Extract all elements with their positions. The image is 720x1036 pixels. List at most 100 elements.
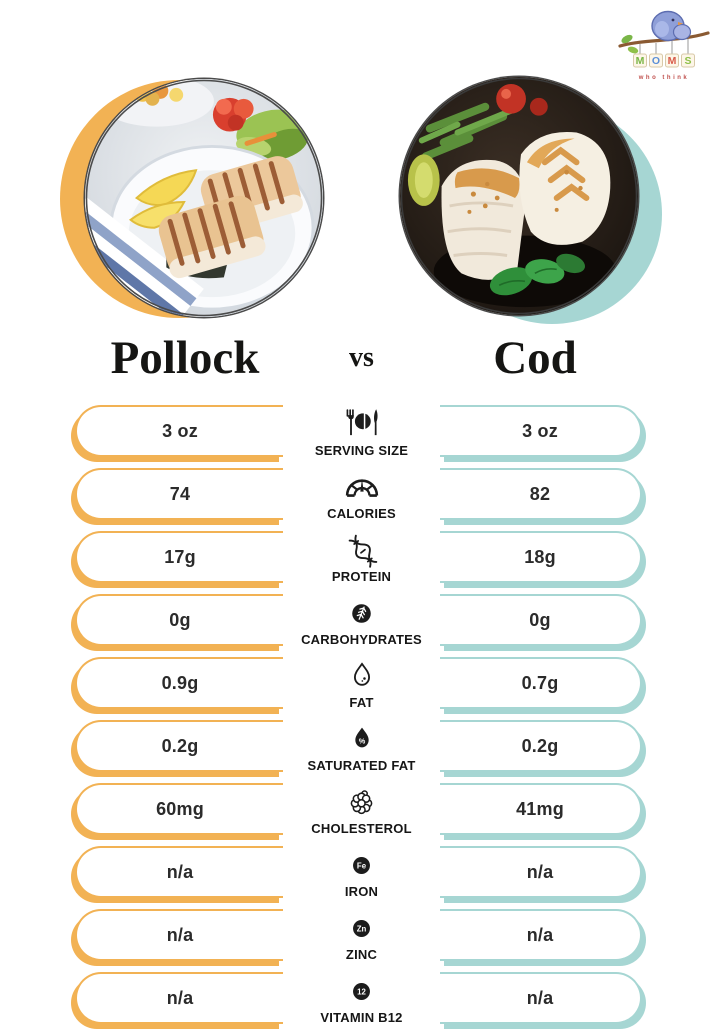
cod-value: n/a [526, 987, 554, 1008]
pollock-value: 0.2g [161, 735, 199, 756]
moms-who-think-logo: M O M S who think [616, 6, 712, 92]
cod-value-pill: n/a [440, 972, 642, 1024]
nutrient-row: 74 CALORIES 82 [0, 468, 720, 531]
nutrient-center: PROTEIN [283, 531, 440, 585]
nutrient-label: CARBOHYDRATES [301, 632, 422, 647]
comparison-table: 3 oz SERVING SIZE 3 oz 74 [0, 405, 720, 1035]
cod-value-pill: n/a [440, 909, 642, 961]
nutrient-label: IRON [344, 884, 379, 899]
nutrient-row: 17g PROTEIN 18g [0, 531, 720, 594]
nutrient-label: PROTEIN [331, 569, 392, 584]
nutrient-row: 3 oz SERVING SIZE 3 oz [0, 405, 720, 468]
cod-value: n/a [526, 924, 554, 945]
cod-value-pill: 3 oz [440, 405, 642, 457]
nutrient-center: CALORIES [283, 468, 440, 522]
logo-letter-m1: M [636, 55, 645, 67]
pollock-value: 17g [164, 546, 196, 567]
pollock-value: n/a [166, 861, 194, 882]
logo-tagline: who think [638, 75, 690, 81]
svg-text:12: 12 [357, 987, 366, 996]
pollock-value-pill: 0.2g [75, 720, 283, 772]
pollock-value-pill: 3 oz [75, 405, 283, 457]
nutrient-row: n/a Fe IRON n/a [0, 846, 720, 909]
logo-letter-m2: M [668, 55, 677, 67]
nutrient-row: n/a 12 VITAMIN B12 n/a [0, 972, 720, 1035]
cod-value-pill: 82 [440, 468, 642, 520]
cod-value: 3 oz [522, 420, 558, 441]
pollock-value-pill: 60mg [75, 783, 283, 835]
pollock-value-pill: 17g [75, 531, 283, 583]
title-vs: vs [349, 342, 374, 373]
cod-photo [400, 77, 638, 315]
nutrient-center: SERVING SIZE [283, 405, 440, 459]
nutrient-label: FAT [349, 695, 374, 710]
dna-icon [343, 531, 381, 569]
nutrient-label: CALORIES [327, 506, 396, 521]
svg-text:Fe: Fe [357, 861, 367, 870]
nutrient-center: CHOLESTEROL [283, 783, 440, 837]
place-setting-icon [342, 403, 382, 443]
cod-value: n/a [526, 861, 554, 882]
pollock-value-pill: 0g [75, 594, 283, 646]
logo-letter-o: O [652, 55, 660, 67]
nutrient-label: CHOLESTEROL [311, 821, 412, 836]
nutrient-row: n/a Zn ZINC n/a [0, 909, 720, 972]
cod-value: 0.7g [521, 672, 559, 693]
nutrient-row: 0.2g % SATURATED FAT 0.2g [0, 720, 720, 783]
b12-badge-icon: 12 [347, 972, 376, 1010]
gauge-icon [341, 464, 383, 506]
pollock-value: n/a [166, 987, 194, 1008]
pollock-value: 3 oz [162, 420, 198, 441]
fe-badge-icon: Fe [347, 846, 376, 884]
svg-text:Zn: Zn [357, 924, 367, 933]
zn-badge-icon: Zn [347, 909, 376, 947]
nutrient-row: 0.9g FAT 0.7g [0, 657, 720, 720]
pollock-value: 0.9g [161, 672, 199, 693]
svg-text:%: % [358, 737, 365, 746]
title-pollock: Pollock [110, 332, 260, 384]
pollock-value-pill: 0.9g [75, 657, 283, 709]
title-row: Pollock vs Cod [0, 330, 720, 390]
cod-value-pill: 18g [440, 531, 642, 583]
nutrient-center: FAT [283, 657, 440, 711]
nutrient-label: ZINC [345, 947, 378, 962]
pollock-value: 74 [169, 483, 191, 504]
pollock-value: n/a [166, 924, 194, 945]
cod-value: 0g [529, 609, 551, 630]
cod-value: 82 [529, 483, 551, 504]
pollock-plate-illustration [85, 79, 323, 317]
nutrient-center: Fe IRON [283, 846, 440, 900]
pollock-value-pill: n/a [75, 846, 283, 898]
nutrient-center: 12 VITAMIN B12 [283, 972, 440, 1026]
cod-value: 18g [524, 546, 556, 567]
nutrient-center: CARBOHYDRATES [283, 594, 440, 648]
cod-value: 41mg [516, 798, 564, 819]
pollock-value-pill: 74 [75, 468, 283, 520]
wheat-icon [345, 594, 378, 632]
cod-value-pill: 0.2g [440, 720, 642, 772]
nutrient-label: VITAMIN B12 [320, 1010, 403, 1025]
pollock-value-pill: n/a [75, 909, 283, 961]
nutrient-label: SATURATED FAT [307, 758, 416, 773]
nutrient-row: 0g CARBOHYDRATES 0g [0, 594, 720, 657]
pollock-value: 0g [169, 609, 191, 630]
cod-value-pill: 0.7g [440, 657, 642, 709]
cod-plate-illustration [400, 77, 638, 315]
logo-letter-s: S [684, 55, 691, 67]
cod-value-pill: 41mg [440, 783, 642, 835]
cod-value: 0.2g [521, 735, 559, 756]
droplet-icon [345, 657, 379, 695]
title-cod: Cod [493, 332, 577, 384]
pollock-value: 60mg [156, 798, 204, 819]
pollock-value-pill: n/a [75, 972, 283, 1024]
pollock-photo [85, 79, 323, 317]
cod-value-pill: n/a [440, 846, 642, 898]
molecule-icon [343, 783, 380, 821]
logo-illustration: M O M S who think [618, 10, 710, 81]
droplet-percent-icon: % [346, 720, 378, 758]
cod-value-pill: 0g [440, 594, 642, 646]
nutrient-row: 60mg CHOLESTEROL 41mg [0, 783, 720, 846]
nutrient-center: Zn ZINC [283, 909, 440, 963]
nutrient-center: % SATURATED FAT [283, 720, 440, 774]
